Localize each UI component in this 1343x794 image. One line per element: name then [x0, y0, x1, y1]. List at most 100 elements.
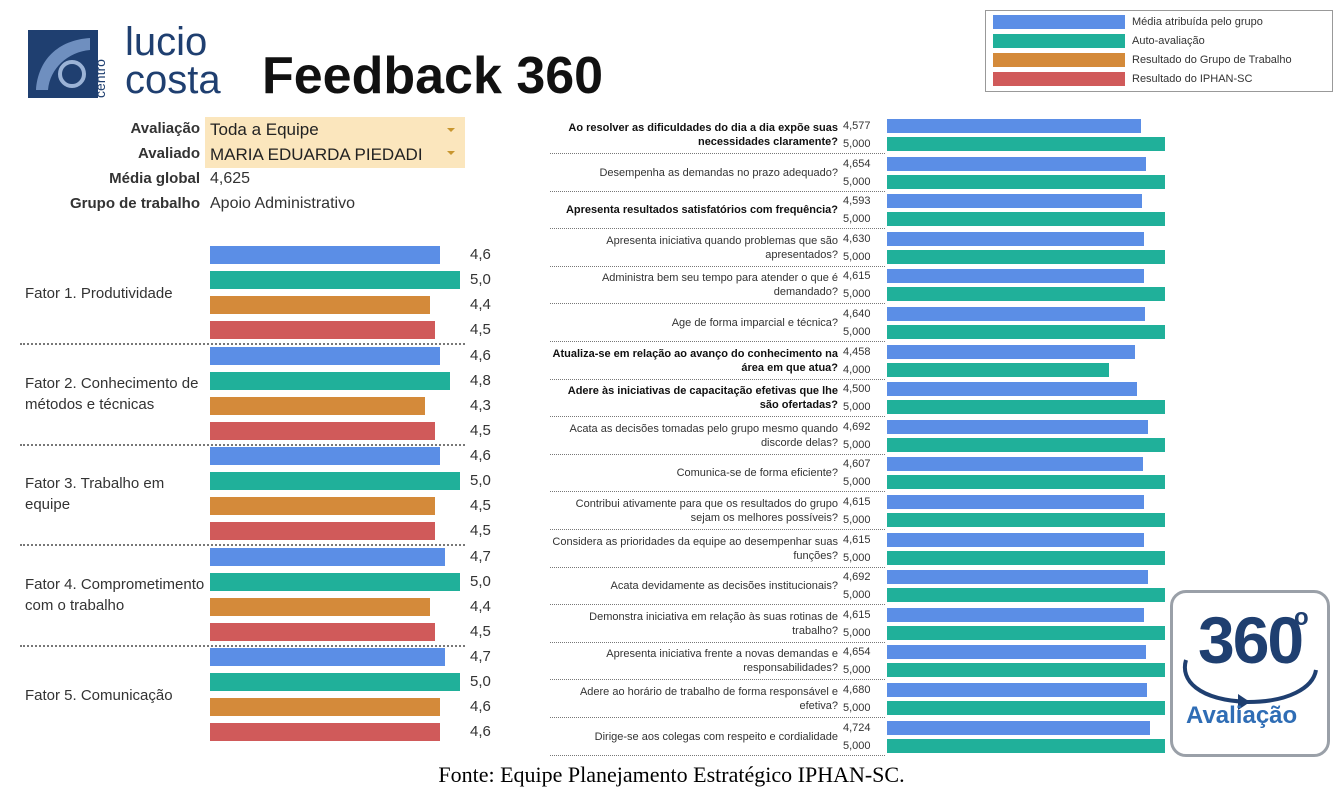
- value-label: 4,8: [470, 371, 491, 389]
- bar: [210, 321, 435, 339]
- bar: [887, 137, 1165, 151]
- question-label: Demonstra iniciativa em relação às suas …: [589, 610, 838, 637]
- value-label: 4,7: [470, 648, 491, 665]
- bar: [210, 472, 460, 490]
- value-label: 5,000: [843, 288, 871, 301]
- bar: [210, 296, 430, 314]
- value-label: 4,615: [843, 496, 871, 508]
- value-label: 5,000: [843, 664, 871, 677]
- separator: [550, 679, 885, 681]
- separator: [550, 303, 885, 305]
- legend-swatch: [993, 34, 1125, 48]
- bar: [887, 307, 1145, 321]
- bar: [887, 683, 1148, 697]
- separator: [550, 566, 885, 568]
- value-label: 4,6: [470, 447, 491, 464]
- filter-label: Avaliado: [138, 145, 200, 162]
- bar: [887, 287, 1165, 302]
- separator: [20, 443, 465, 446]
- question-label: Atualiza-se em relação ao avanço do conh…: [552, 347, 838, 374]
- bar: [210, 522, 435, 540]
- bar: [210, 723, 440, 741]
- separator: [20, 343, 465, 345]
- value-label: 5,000: [843, 702, 871, 714]
- bar: [210, 271, 460, 289]
- question-label: Ao resolver as dificuldades do dia a dia…: [568, 122, 838, 148]
- bar: [210, 597, 430, 616]
- separator: [550, 228, 885, 230]
- value-label: 4,654: [843, 646, 871, 659]
- bar: [210, 371, 450, 390]
- bar: [887, 513, 1165, 527]
- source-note: Fonte: Equipe Planejamento Estratégico I…: [438, 762, 905, 787]
- value-label: 5,0: [470, 271, 491, 288]
- bar: [210, 447, 440, 465]
- value-label: 4,724: [843, 721, 871, 734]
- bar: [887, 738, 1165, 753]
- value-label: 5,000: [843, 175, 871, 188]
- bar: [887, 269, 1144, 284]
- bar: [887, 663, 1165, 678]
- bar: [887, 701, 1165, 715]
- value-label: 4,607: [843, 458, 871, 471]
- bar: [887, 625, 1165, 640]
- bar: [887, 174, 1165, 189]
- bar: [887, 645, 1146, 660]
- separator: [550, 153, 885, 154]
- value-label: 5,000: [843, 438, 871, 451]
- bar: [887, 194, 1143, 209]
- value-label: 4,5: [470, 522, 491, 539]
- value-label: 4,5: [470, 321, 491, 338]
- value-label: 5,000: [843, 326, 871, 338]
- filter-value: 4,625: [210, 170, 251, 187]
- value-label: 5,000: [843, 551, 871, 564]
- factor-label: Fator 1. Produtividade: [25, 284, 173, 302]
- separator: [550, 378, 885, 380]
- badge-label: Avaliação: [1186, 702, 1298, 729]
- question-label: Comunica-se de forma eficiente?: [676, 467, 838, 480]
- value-label: 4,6: [470, 723, 491, 740]
- factor-label: Fator 5. Comunicação: [25, 686, 173, 704]
- legend-swatch: [993, 72, 1125, 86]
- value-label: 4,458: [843, 345, 871, 358]
- badge: [1170, 590, 1330, 757]
- question-label: Acata as decisões tomadas pelo grupo mes…: [569, 422, 838, 449]
- logo-small: centro: [92, 59, 108, 98]
- factor-label: Fator 2. Conhecimento de métodos e técni…: [25, 374, 199, 413]
- legend-swatch: [993, 15, 1125, 29]
- bar: [887, 437, 1165, 452]
- separator: [550, 265, 885, 267]
- bar: [887, 419, 1148, 434]
- bar: [887, 400, 1165, 415]
- value-label: 4,6: [470, 698, 491, 715]
- separator: [550, 529, 885, 530]
- bar: [210, 421, 435, 440]
- value-label: 5,000: [843, 739, 871, 752]
- question-label: Administra bem seu tempo para atender o …: [601, 272, 838, 299]
- legend-label: Média atribuída pelo grupo: [1132, 16, 1263, 28]
- value-label: 4,5: [470, 497, 491, 514]
- bar: [887, 588, 1165, 603]
- bar: [887, 607, 1144, 622]
- factor-label: Fator 4. Comprometimento com o trabalho: [25, 575, 205, 614]
- factor-label: Fator 3. Trabalho em equipe: [25, 475, 165, 513]
- value-label: 4,654: [843, 157, 871, 170]
- value-label: 4,000: [843, 363, 871, 376]
- legend-label: Resultado do IPHAN-SC: [1132, 73, 1253, 85]
- value-label: 4,7: [470, 547, 491, 565]
- bar: [887, 362, 1110, 377]
- question-label: Adere às iniciativas de capacitação efet…: [567, 385, 838, 412]
- bar: [210, 547, 445, 566]
- badge-degree: o: [1294, 604, 1309, 631]
- filter-label: Avaliação: [130, 120, 201, 137]
- value-label: 4,500: [843, 383, 871, 396]
- filter-label: Grupo de trabalho: [69, 195, 200, 212]
- bar: [887, 325, 1165, 339]
- bar: [887, 457, 1144, 472]
- logo-line2: costa: [125, 58, 221, 102]
- logo-line1: lucio: [125, 20, 208, 64]
- question-label: Apresenta resultados satisfatórios com f…: [565, 204, 838, 217]
- question-label: Apresenta iniciativa quando problemas qu…: [606, 234, 838, 261]
- legend-label: Resultado do Grupo de Trabalho: [1132, 54, 1292, 66]
- value-label: 4,5: [470, 622, 491, 640]
